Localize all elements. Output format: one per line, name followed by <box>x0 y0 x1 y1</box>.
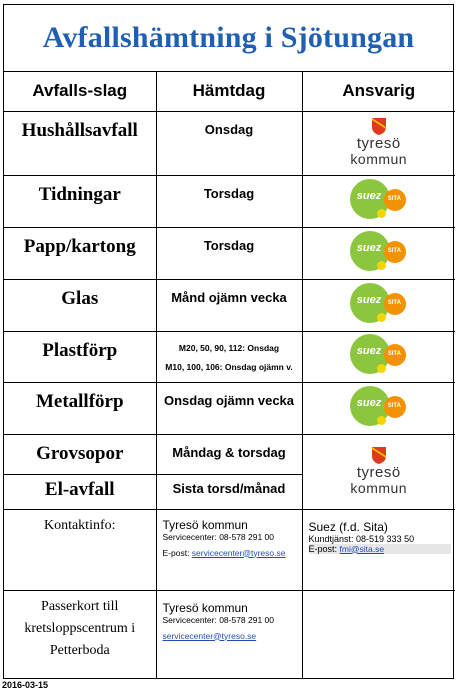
responsible-cell: suez SITA <box>301 278 455 332</box>
passcard-label-line: Passerkort till <box>41 598 119 614</box>
suez-logo-text: suez <box>356 293 382 306</box>
page-title: Avfallshämtning i Sjötungan <box>4 5 453 72</box>
waste-type: Papp/kartong <box>4 226 157 280</box>
table-row: Plastförp M20, 50, 90, 112: Onsdag M10, … <box>4 330 455 383</box>
waste-type: El-avfall <box>4 473 157 510</box>
waste-schedule-sheet: Avfallshämtning i Sjötungan Avfalls-slag… <box>3 4 455 679</box>
pickup-day: Sista torsd/månad <box>155 473 302 510</box>
header-waste-type: Avfalls-slag <box>4 72 157 112</box>
tyreso-logo-text-2: kommun <box>350 479 408 496</box>
pickup-day-line: M10, 100, 106: Onsdag ojämn v. <box>165 362 293 372</box>
pickup-day: Onsdag <box>155 110 303 176</box>
waste-type: Grovsopor <box>4 433 157 475</box>
sita-logo-text: SITA <box>387 402 401 409</box>
pickup-day: Torsdag <box>155 226 303 280</box>
contact-tyreso: Tyresö kommun Servicecenter: 08-578 291 … <box>155 508 303 591</box>
suez-sita-logo-icon: suez SITA <box>349 282 408 323</box>
responsible-cell: tyresö kommun <box>301 433 455 510</box>
suez-sita-logo-icon: suez SITA <box>349 178 408 219</box>
sita-logo-text: SITA <box>387 195 401 202</box>
tyreso-emblem-icon <box>371 118 386 135</box>
table-row: Glas Månd ojämn vecka suez SITA <box>4 278 455 332</box>
responsible-cell: suez SITA <box>301 330 455 383</box>
schedule-table: Avfalls-slag Hämtdag Ansvarig Hushållsav… <box>4 72 455 678</box>
header-responsible: Ansvarig <box>301 72 455 112</box>
contact-row: Kontaktinfo: Tyresö kommun Servicecenter… <box>4 508 455 591</box>
table-row: Hushållsavfall Onsdag tyresö kommun <box>4 110 455 176</box>
table-row: Metallförp Onsdag ojämn vecka suez SITA <box>4 381 455 435</box>
contact-suez-name: Suez (f.d. Sita) <box>308 519 388 534</box>
contact-suez: Suez (f.d. Sita) Kundtjänst: 08-519 333 … <box>301 508 455 591</box>
tyreso-emblem-icon <box>371 446 386 464</box>
passcard-label-line: Petterboda <box>49 642 110 658</box>
waste-type: Hushållsavfall <box>4 110 157 176</box>
sita-logo-text: SITA <box>387 299 401 306</box>
pickup-day: Torsdag <box>155 174 303 228</box>
passcard-label: Passerkort till kretsloppscentrum i Pett… <box>4 589 157 678</box>
tyreso-logo-text-2: kommun <box>350 151 408 167</box>
document-date: 2016-03-15 <box>2 680 49 690</box>
pickup-day: Onsdag ojämn vecka <box>155 381 303 435</box>
contact-tyreso-phone: Servicecenter: 08-578 291 00 <box>162 531 275 542</box>
suez-sita-logo-icon: suez SITA <box>349 334 408 374</box>
waste-type: Tidningar <box>4 174 157 228</box>
tyreso-logo-text-1: tyresö <box>356 135 401 152</box>
pickup-day: M20, 50, 90, 112: Onsdag M10, 100, 106: … <box>155 330 303 383</box>
table-row: Papp/kartong Torsdag suez SITA <box>4 226 455 280</box>
sita-logo-text: SITA <box>387 247 401 254</box>
responsible-cell: suez SITA <box>301 381 455 435</box>
contact-tyreso-name: Tyresö kommun <box>162 517 248 532</box>
suez-logo-text: suez <box>356 189 382 202</box>
pickup-day-line: M20, 50, 90, 112: Onsdag <box>178 342 280 353</box>
table-header-row: Avfalls-slag Hämtdag Ansvarig <box>4 72 455 112</box>
passcard-row: Passerkort till kretsloppscentrum i Pett… <box>4 589 455 678</box>
email-label: E-post: <box>162 547 192 558</box>
contact-label: Kontaktinfo: <box>4 508 157 591</box>
suez-sita-logo-icon: suez SITA <box>349 385 408 426</box>
waste-type: Metallförp <box>4 381 157 435</box>
table-row: Tidningar Torsdag suez SITA <box>4 174 455 228</box>
responsible-cell: tyresö kommun <box>301 110 455 176</box>
passcard-email-line: servicecenter@tyreso.se <box>163 631 302 641</box>
suez-logo-text: suez <box>356 345 382 357</box>
passcard-contact: Tyresö kommun Servicecenter: 08-578 291 … <box>155 589 303 678</box>
contact-suez-phone: Kundtjänst: 08-519 333 50 <box>308 533 415 544</box>
contact-suez-email-link[interactable]: fmi@sita.se <box>339 543 385 554</box>
tyreso-logo-text-1: tyresö <box>356 463 401 481</box>
tyreso-kommun-logo: tyresö kommun <box>350 446 407 495</box>
pickup-day: Månd ojämn vecka <box>155 278 303 332</box>
header-pickup-day: Hämtdag <box>155 72 303 112</box>
waste-type: Glas <box>4 278 157 332</box>
contact-suez-email-line: E-post: fmi@sita.se <box>308 543 451 554</box>
responsible-cell: suez SITA <box>301 226 455 280</box>
pickup-day: Måndag & torsdag <box>155 433 303 475</box>
sita-logo-text: SITA <box>387 351 401 357</box>
waste-type: Plastförp <box>4 330 157 383</box>
contact-tyreso-email-line: E-post: servicecenter@tyreso.se <box>163 548 302 558</box>
suez-sita-logo-icon: suez SITA <box>349 230 408 271</box>
passcard-empty-cell <box>301 589 455 678</box>
responsible-cell: suez SITA <box>301 174 455 228</box>
suez-logo-text: suez <box>356 396 382 409</box>
passcard-label-line: kretsloppscentrum i <box>24 620 136 636</box>
table-row: El-avfall Sista torsd/månad <box>4 473 455 510</box>
tyreso-kommun-logo: tyresö kommun <box>350 117 407 166</box>
table-row: Grovsopor Måndag & torsdag tyresö kommun <box>4 433 455 510</box>
contact-tyreso-email-link[interactable]: servicecenter@tyreso.se <box>191 547 286 558</box>
passcard-email-link[interactable]: servicecenter@tyreso.se <box>162 630 257 641</box>
passcard-name: Tyresö kommun <box>162 600 248 615</box>
email-label: E-post: <box>308 543 340 554</box>
suez-logo-text: suez <box>356 241 382 254</box>
passcard-phone: Servicecenter: 08-578 291 00 <box>162 614 275 625</box>
